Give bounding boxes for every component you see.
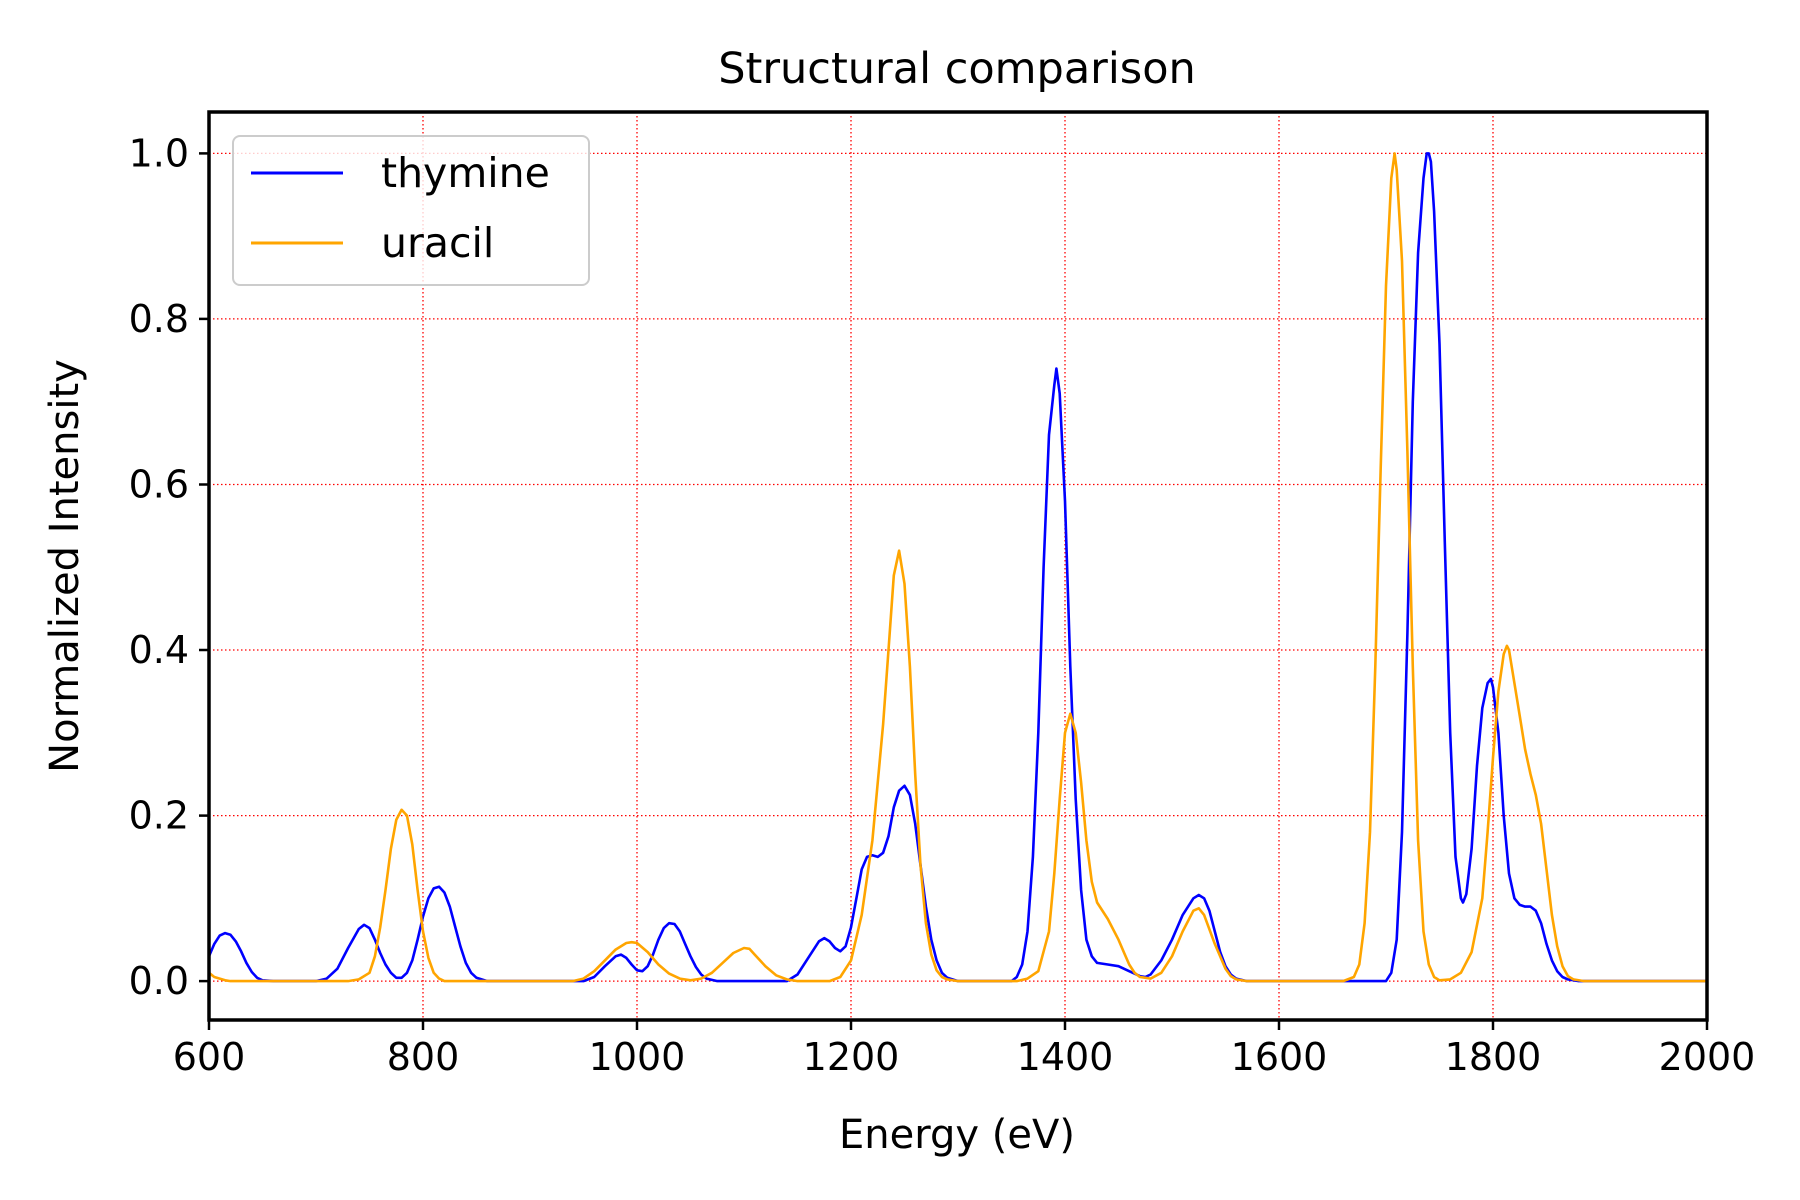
- x-tick-label: 1600: [1231, 1035, 1328, 1079]
- x-tick-label: 1800: [1445, 1035, 1542, 1079]
- legend: thymine uracil: [232, 135, 590, 286]
- series-line-uracil: [208, 152, 1707, 983]
- x-tick-label: 1200: [803, 1035, 900, 1079]
- y-tick-label: 0.0: [129, 959, 189, 1003]
- legend-label-uracil: uracil: [381, 219, 494, 267]
- chart-title: Structural comparison: [718, 44, 1196, 94]
- y-tick-label: 0.6: [129, 463, 189, 507]
- y-tick-label: 0.2: [129, 794, 189, 838]
- y-tick-label: 0.8: [129, 297, 189, 341]
- legend-label-thymine: thymine: [381, 149, 550, 197]
- x-axis-label: Energy (eV): [839, 1112, 1075, 1158]
- x-tick-label: 2000: [1659, 1035, 1756, 1079]
- plot-frame: [207, 110, 1709, 1022]
- y-axis-label: Normalized Intensity: [42, 359, 88, 773]
- y-tick-label: 0.4: [129, 628, 189, 672]
- x-tick-label: 1000: [589, 1035, 686, 1079]
- y-tick-label: 1.0: [129, 131, 189, 175]
- x-tick-label: 800: [387, 1035, 460, 1079]
- ticks: 600 800 1000 1200 1400 1600 1800 2000 0.0 0.2 0.4 0…: [129, 131, 1756, 1079]
- series-group: [207, 152, 1707, 983]
- x-tick-label: 600: [173, 1035, 246, 1079]
- x-tick-label: 1400: [1017, 1035, 1114, 1079]
